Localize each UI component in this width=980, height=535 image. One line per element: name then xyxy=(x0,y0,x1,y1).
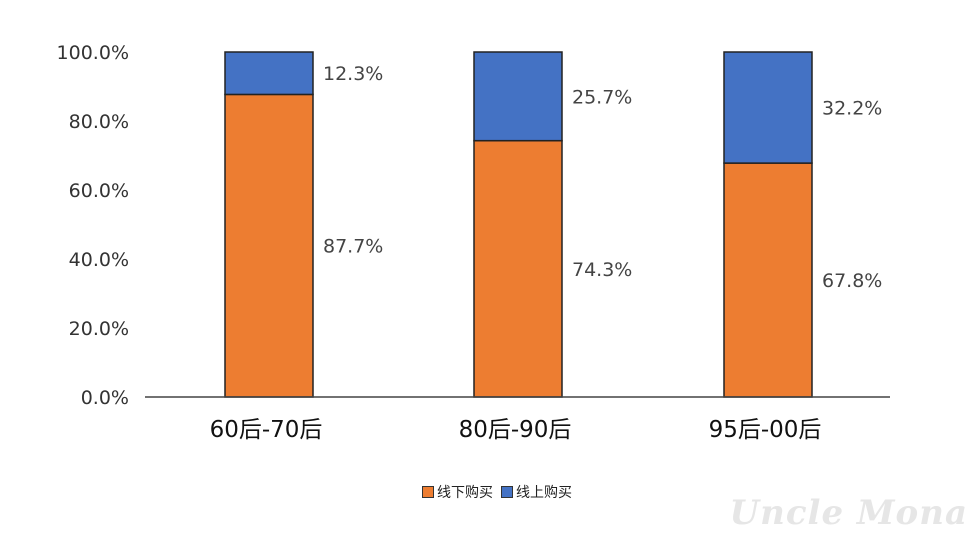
data-label: 32.2% xyxy=(822,98,882,120)
legend: 线下购买 线上购买 xyxy=(422,482,572,502)
bar-segment-offline xyxy=(224,93,314,398)
data-label: 87.7% xyxy=(323,236,383,258)
watermark: Uncle Mona xyxy=(729,493,968,533)
data-label: 74.3% xyxy=(572,259,632,281)
bar-segment-online xyxy=(723,51,813,164)
legend-label-offline: 线下购买 xyxy=(437,485,493,501)
bar-segment-offline xyxy=(723,162,813,398)
bar-segment-offline xyxy=(473,139,563,398)
bar-segment-online xyxy=(473,51,563,142)
legend-label-online: 线上购买 xyxy=(516,485,572,501)
legend-item-online: 线上购买 xyxy=(501,482,572,502)
data-label: 67.8% xyxy=(822,270,882,292)
y-tick-label: 80.0% xyxy=(69,111,129,133)
legend-item-offline: 线下购买 xyxy=(422,482,493,502)
y-tick-label: 20.0% xyxy=(69,318,129,340)
y-tick-label: 60.0% xyxy=(69,180,129,202)
data-label: 12.3% xyxy=(323,63,383,85)
x-category-label: 95后-00后 xyxy=(709,417,822,443)
bar-segment-online xyxy=(224,51,314,96)
legend-swatch-offline xyxy=(422,486,434,498)
y-tick-label: 100.0% xyxy=(57,42,129,64)
y-tick-label: 0.0% xyxy=(81,387,129,409)
legend-swatch-online xyxy=(501,486,513,498)
x-category-label: 60后-70后 xyxy=(210,417,323,443)
data-label: 25.7% xyxy=(572,86,632,108)
y-tick-label: 40.0% xyxy=(69,249,129,271)
x-category-label: 80后-90后 xyxy=(459,417,572,443)
